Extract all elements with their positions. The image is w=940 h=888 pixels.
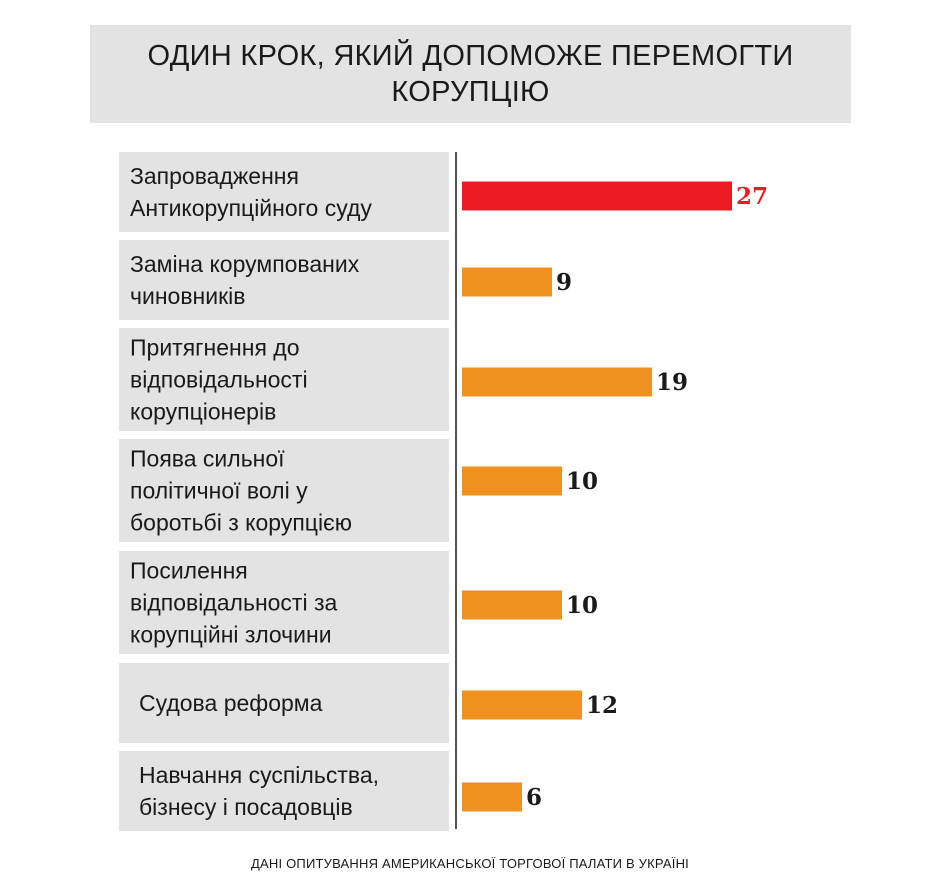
- bar: [462, 181, 732, 211]
- category-label: корупціонерів: [130, 399, 276, 425]
- category-label-box: [119, 328, 449, 431]
- bar-value-label: 9: [556, 269, 572, 296]
- category-label: боротьбі з корупцією: [130, 510, 352, 536]
- category-label: бізнесу і посадовців: [139, 794, 353, 820]
- category-label-box: [119, 152, 449, 232]
- category-label-box: [119, 751, 449, 831]
- category-label: політичної волі у: [130, 478, 308, 504]
- category-label: Запровадження: [130, 163, 299, 189]
- category-label: Притягнення до: [130, 335, 300, 361]
- chart-title: ОДИН КРОК, ЯКИЙ ДОПОМОЖЕ ПЕРЕМОГТИ КОРУП…: [147, 40, 794, 108]
- bar-value-label: 12: [586, 692, 618, 719]
- source-note: ДАНІ ОПИТУВАННЯ АМЕРИКАНСЬКОЇ ТОРГОВОЇ П…: [251, 856, 689, 871]
- category-label-box: [119, 663, 449, 743]
- category-label: відповідальності за: [130, 590, 338, 616]
- category-label: Посилення: [130, 558, 248, 584]
- bar: [462, 466, 562, 496]
- category-label: чиновників: [130, 283, 245, 309]
- bar-value-label: 27: [736, 183, 768, 210]
- category-label: Судова реформа: [139, 690, 323, 716]
- bar-value-label: 10: [566, 468, 598, 495]
- bar: [462, 690, 582, 720]
- bar: [462, 267, 552, 297]
- bar: [462, 590, 562, 620]
- bar-value-label: 19: [656, 369, 688, 396]
- bar-value-label: 10: [566, 592, 598, 619]
- bar-value-label: 6: [526, 784, 542, 811]
- category-label: відповідальності: [130, 367, 308, 393]
- bar: [462, 782, 522, 812]
- bar: [462, 367, 652, 397]
- category-label: Поява сильної: [130, 446, 285, 472]
- category-label-box: [119, 240, 449, 320]
- title-box: ОДИН КРОК, ЯКИЙ ДОПОМОЖЕ ПЕРЕМОГТИ КОРУП…: [90, 25, 851, 123]
- category-label: Антикорупційного суду: [130, 195, 372, 221]
- category-label-box: [119, 551, 449, 654]
- category-label: Навчання суспільства,: [139, 762, 379, 788]
- category-label: Заміна корумпованих: [130, 251, 360, 277]
- category-label-box: [119, 439, 449, 542]
- category-label: корупційні злочини: [130, 622, 332, 648]
